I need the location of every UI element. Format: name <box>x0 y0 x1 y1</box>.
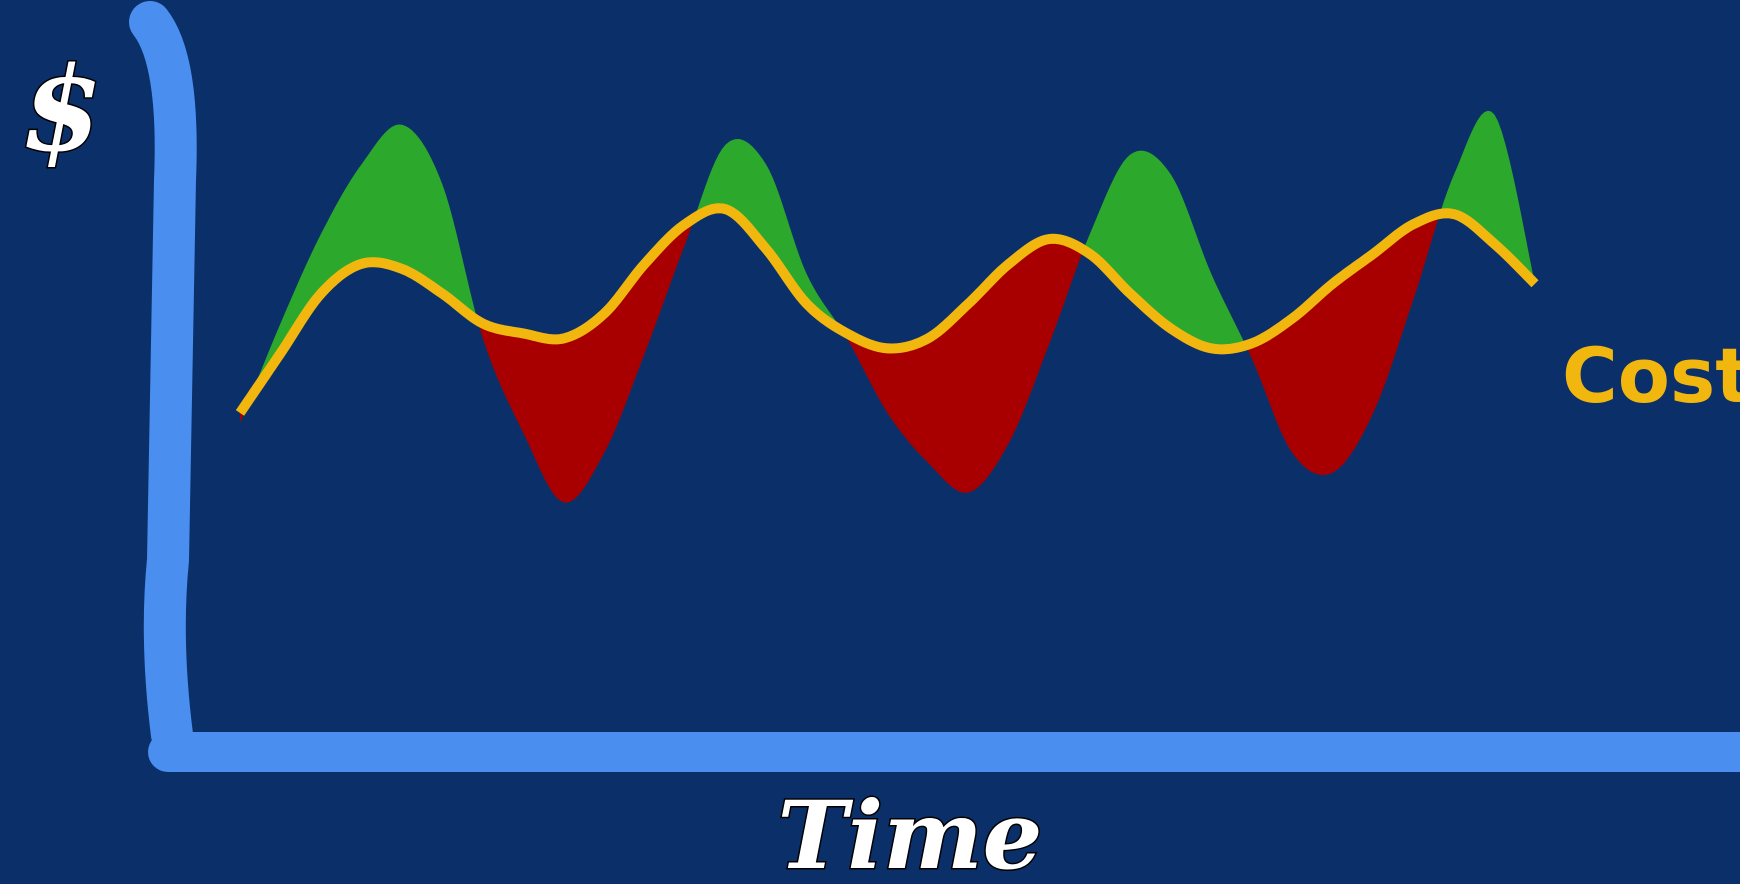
y-axis-line <box>129 1 197 756</box>
labels: $ Time Cost <box>20 41 1740 884</box>
cost-line <box>235 203 1539 416</box>
axes <box>129 1 1740 772</box>
profit-area-3 <box>694 139 843 331</box>
y-axis-label: $ <box>22 42 103 178</box>
loss-area-6 <box>1245 213 1440 475</box>
series-lines <box>235 203 1539 416</box>
x-axis-label: Time <box>778 781 1043 884</box>
loss-area-2 <box>477 217 695 503</box>
loss-area-4 <box>842 238 1084 493</box>
profit-area-5 <box>1083 150 1246 350</box>
profit-area-7 <box>1439 110 1535 284</box>
cost-series-label: Cost <box>1562 331 1740 420</box>
profit-loss-fills <box>240 110 1535 503</box>
